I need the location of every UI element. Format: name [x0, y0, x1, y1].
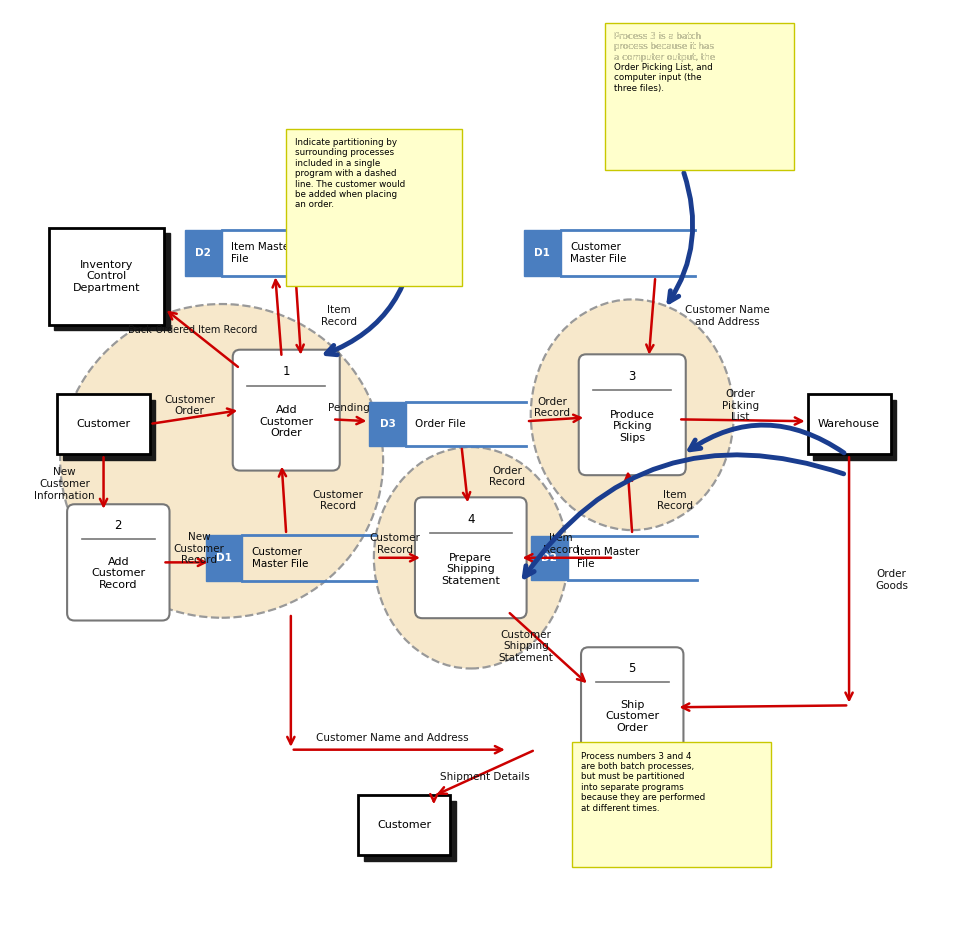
- Text: 5: 5: [629, 662, 636, 675]
- FancyArrowPatch shape: [287, 616, 295, 744]
- Text: 4: 4: [467, 513, 474, 525]
- Text: Item Master
File: Item Master File: [577, 547, 639, 569]
- FancyArrowPatch shape: [439, 750, 533, 794]
- Bar: [572, 742, 771, 867]
- Text: Customer Name and Address: Customer Name and Address: [316, 733, 468, 743]
- Text: Back-Ordered Item Record: Back-Ordered Item Record: [128, 325, 256, 335]
- FancyArrowPatch shape: [529, 414, 581, 422]
- Text: Produce
Picking
Slips: Produce Picking Slips: [610, 410, 655, 443]
- FancyArrowPatch shape: [625, 474, 632, 532]
- Text: Item
Record: Item Record: [322, 305, 357, 327]
- Text: 3: 3: [629, 370, 636, 383]
- FancyArrowPatch shape: [462, 449, 470, 500]
- Text: Customer
Shipping
Statement: Customer Shipping Statement: [498, 629, 554, 663]
- FancyArrowPatch shape: [846, 457, 852, 700]
- FancyArrowPatch shape: [278, 469, 286, 532]
- Text: Process numbers 3 and 4
are both batch processes,
but must be partitioned
into s: Process numbers 3 and 4 are both batch p…: [582, 751, 706, 813]
- Bar: [605, 22, 794, 170]
- Text: 2: 2: [114, 519, 122, 532]
- Bar: [524, 230, 561, 277]
- Text: Order
Picking
List: Order Picking List: [722, 389, 758, 422]
- FancyBboxPatch shape: [67, 505, 170, 620]
- FancyBboxPatch shape: [579, 355, 685, 475]
- Bar: [63, 399, 156, 460]
- Text: D3: D3: [380, 419, 396, 429]
- FancyArrowPatch shape: [294, 746, 502, 753]
- FancyBboxPatch shape: [415, 497, 527, 618]
- Text: New
Customer
Information: New Customer Information: [35, 467, 95, 501]
- FancyArrowPatch shape: [153, 409, 234, 424]
- FancyArrowPatch shape: [169, 312, 238, 367]
- Ellipse shape: [531, 300, 733, 530]
- Ellipse shape: [60, 304, 383, 618]
- FancyArrowPatch shape: [646, 279, 655, 352]
- Text: Customer: Customer: [77, 419, 131, 429]
- Text: D2: D2: [541, 553, 557, 562]
- Text: Customer
Record: Customer Record: [370, 533, 420, 555]
- Text: Customer
Order: Customer Order: [164, 395, 215, 416]
- Text: Customer
Record: Customer Record: [312, 490, 363, 511]
- Text: Customer Name
and Address: Customer Name and Address: [684, 305, 770, 327]
- Text: Order File: Order File: [416, 419, 466, 429]
- Bar: [54, 234, 170, 331]
- Text: Shipment Details: Shipment Details: [440, 773, 530, 782]
- Text: Process 3 is a batch
process because it has
a computer output, the
Order Picking: Process 3 is a batch process because it …: [613, 32, 715, 93]
- Bar: [286, 128, 462, 286]
- Text: Order
Record: Order Record: [534, 397, 570, 418]
- FancyArrowPatch shape: [525, 554, 611, 561]
- Ellipse shape: [373, 447, 567, 668]
- FancyArrowPatch shape: [510, 614, 585, 681]
- Text: D1: D1: [535, 249, 550, 258]
- FancyArrowPatch shape: [335, 417, 364, 425]
- Text: Pending: Pending: [328, 403, 370, 413]
- Text: Indicate partitioning by
surrounding processes
included in a single
program with: Indicate partitioning by surrounding pro…: [296, 138, 406, 209]
- Bar: [364, 801, 456, 861]
- Text: Inventory
Control
Department: Inventory Control Department: [73, 260, 140, 293]
- FancyArrowPatch shape: [326, 219, 416, 355]
- Bar: [370, 402, 406, 446]
- FancyArrowPatch shape: [682, 417, 802, 425]
- Text: Prepare
Shipping
Statement: Prepare Shipping Statement: [442, 553, 500, 586]
- FancyArrowPatch shape: [430, 794, 438, 802]
- Text: Process 3 is a batch
process because it has
a computer output, the: Process 3 is a batch process because it …: [613, 32, 715, 72]
- Bar: [531, 535, 567, 580]
- Bar: [184, 230, 222, 277]
- Text: Order
Goods: Order Goods: [875, 569, 908, 590]
- FancyArrowPatch shape: [100, 457, 108, 506]
- Text: Item
Record: Item Record: [543, 533, 579, 555]
- Bar: [58, 394, 150, 454]
- Bar: [813, 399, 896, 460]
- Text: Warehouse: Warehouse: [818, 419, 880, 429]
- Text: Customer: Customer: [377, 820, 431, 830]
- Bar: [49, 228, 164, 325]
- FancyArrowPatch shape: [524, 455, 844, 577]
- Text: Order
Record: Order Record: [490, 466, 525, 487]
- FancyBboxPatch shape: [232, 350, 340, 470]
- Text: Customer
Master File: Customer Master File: [570, 242, 626, 264]
- Bar: [205, 534, 243, 581]
- Text: D1: D1: [216, 553, 232, 562]
- FancyArrowPatch shape: [273, 280, 281, 355]
- FancyArrowPatch shape: [379, 554, 418, 561]
- Text: Add
Customer
Order: Add Customer Order: [259, 405, 313, 439]
- Bar: [358, 795, 450, 856]
- FancyArrowPatch shape: [296, 277, 303, 352]
- Text: D2: D2: [195, 249, 211, 258]
- Text: Item
Record: Item Record: [658, 490, 693, 511]
- FancyArrowPatch shape: [165, 559, 205, 566]
- Bar: [807, 394, 891, 454]
- Text: Item Master
File: Item Master File: [230, 242, 294, 264]
- FancyBboxPatch shape: [581, 647, 684, 763]
- FancyArrowPatch shape: [669, 173, 693, 302]
- Text: 1: 1: [282, 365, 290, 378]
- FancyArrowPatch shape: [683, 704, 847, 710]
- Text: Ship
Customer
Order: Ship Customer Order: [605, 700, 660, 733]
- Text: Customer
Master File: Customer Master File: [252, 547, 308, 569]
- FancyArrowPatch shape: [690, 425, 844, 452]
- Text: New
Customer
Record: New Customer Record: [174, 532, 225, 565]
- Text: Add
Customer
Record: Add Customer Record: [91, 557, 145, 590]
